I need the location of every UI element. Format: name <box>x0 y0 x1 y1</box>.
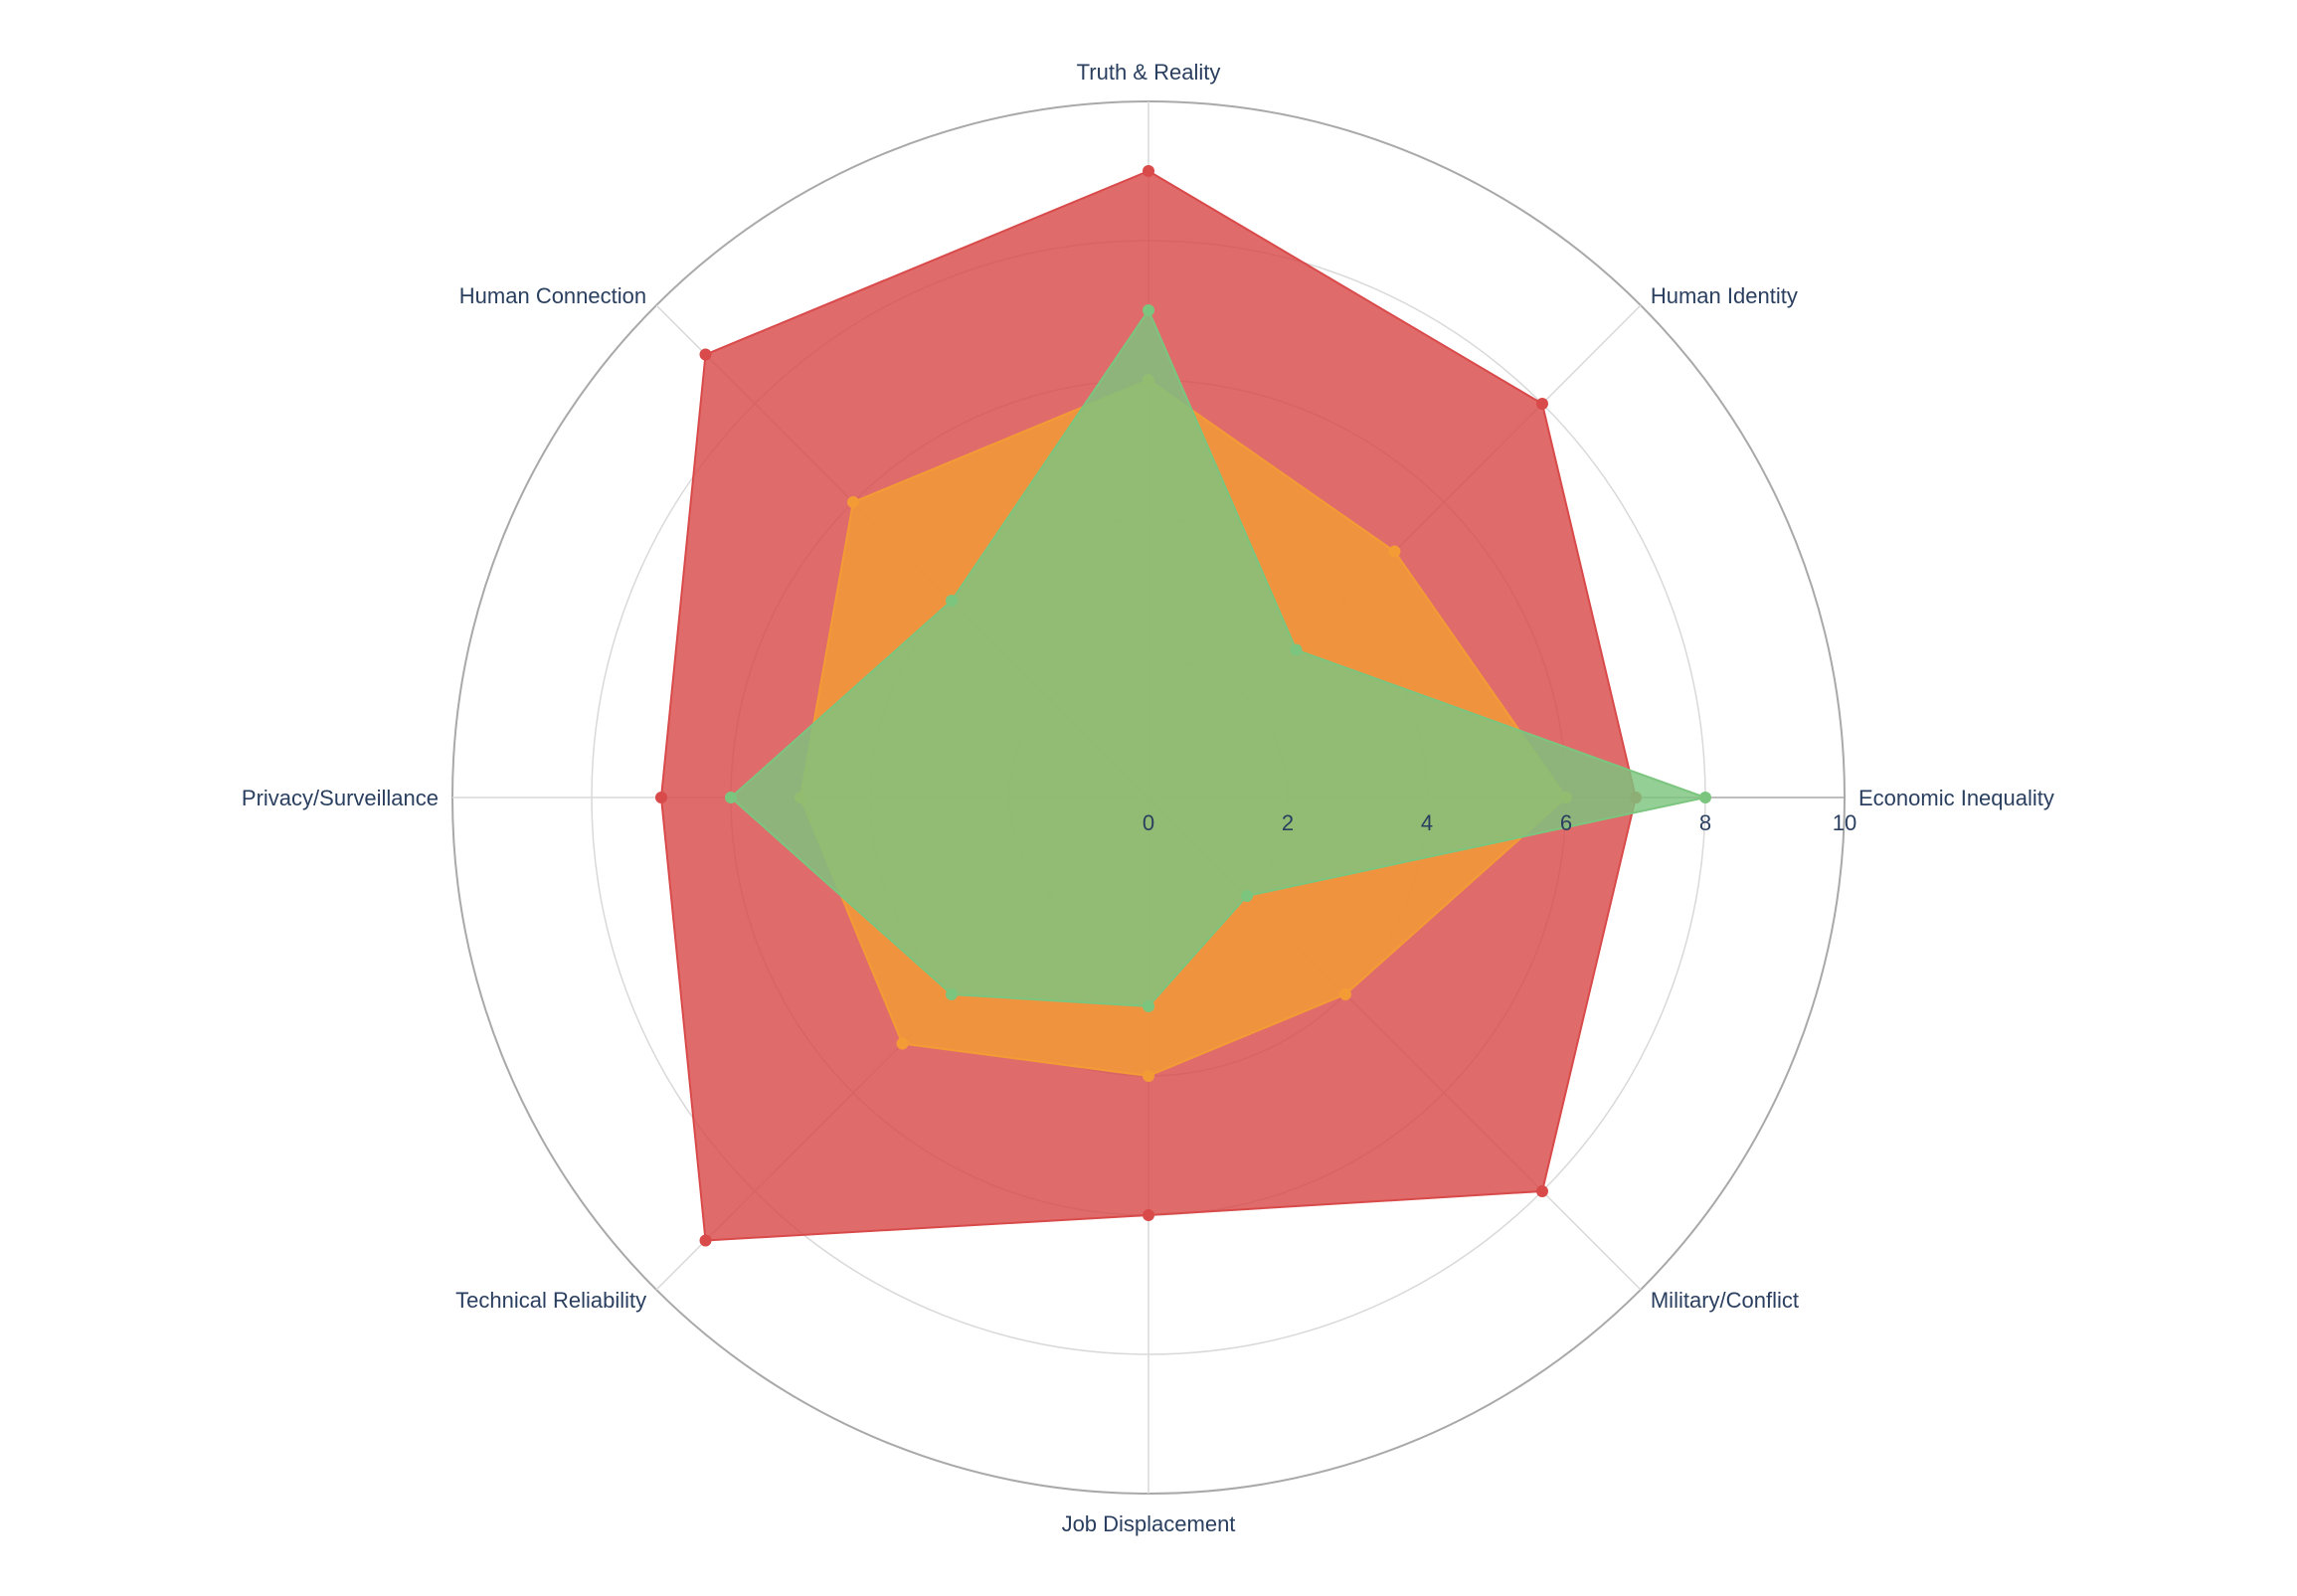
series-2-point-4[interactable] <box>725 792 737 803</box>
series-2-point-6[interactable] <box>1143 1000 1154 1012</box>
series-2-point-5[interactable] <box>946 987 959 1000</box>
series-1-point-6[interactable] <box>1143 1070 1154 1082</box>
radial-tick-label: 4 <box>1421 810 1433 835</box>
axis-label: Military/Conflict <box>1651 1288 1799 1313</box>
axis-label: Human Connection <box>459 283 646 308</box>
series-2-point-0[interactable] <box>1699 792 1711 803</box>
axis-label: Human Identity <box>1651 283 1798 308</box>
radial-tick-label: 0 <box>1143 810 1154 835</box>
axis-label: Truth & Reality <box>1077 60 1221 85</box>
series-1-point-1[interactable] <box>1388 545 1401 558</box>
series-2-point-2[interactable] <box>1143 304 1154 316</box>
series-1-point-5[interactable] <box>896 1037 909 1050</box>
axis-label: Job Displacement <box>1062 1511 1236 1536</box>
radial-tick-label: 6 <box>1560 810 1572 835</box>
series-2-point-7[interactable] <box>1240 889 1253 902</box>
radar-series-layer <box>655 165 1711 1247</box>
series-0-point-6[interactable] <box>1143 1209 1154 1221</box>
series-1-point-3[interactable] <box>847 496 860 509</box>
series-0-point-5[interactable] <box>699 1234 712 1247</box>
series-2-point-3[interactable] <box>946 595 959 608</box>
radial-tick-label: 10 <box>1833 810 1856 835</box>
series-0-point-4[interactable] <box>655 792 667 803</box>
radial-tick-label: 8 <box>1699 810 1711 835</box>
radial-tick-label: 2 <box>1282 810 1294 835</box>
series-0-point-2[interactable] <box>1143 165 1154 177</box>
axis-label: Privacy/Surveillance <box>242 786 439 810</box>
series-2-point-1[interactable] <box>1290 643 1303 656</box>
axis-label: Economic Inequality <box>1858 786 2054 810</box>
series-0-point-1[interactable] <box>1535 398 1548 411</box>
series-0-point-3[interactable] <box>699 348 712 361</box>
series-1-point-7[interactable] <box>1338 987 1351 1000</box>
axis-label: Technical Reliability <box>455 1288 646 1313</box>
series-0-point-7[interactable] <box>1535 1184 1548 1197</box>
